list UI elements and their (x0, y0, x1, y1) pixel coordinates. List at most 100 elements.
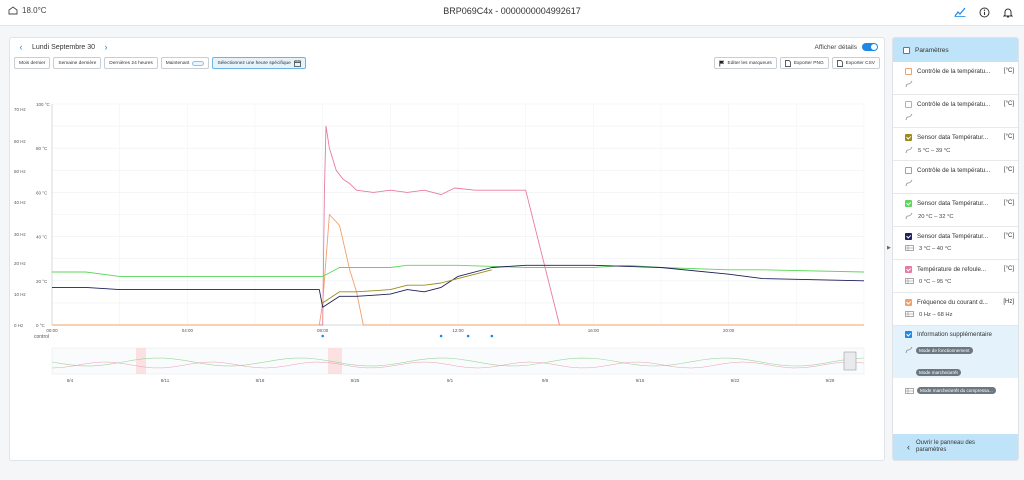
overview-series (51, 357, 865, 367)
chart-line-icon[interactable] (905, 341, 913, 359)
overview-tick-label: 9/1 (447, 378, 454, 383)
chart-line-icon[interactable] (905, 212, 913, 222)
series-line-0 (52, 125, 560, 326)
table-icon[interactable] (905, 311, 914, 319)
y-left-tick-label: 70 Hz (14, 107, 27, 112)
series-line-1 (52, 214, 864, 326)
y-right-tick-label: 0 °C (36, 323, 46, 328)
parameter-checkbox[interactable] (905, 200, 912, 207)
parameters-select-all-checkbox[interactable] (903, 46, 910, 54)
overview-tick-label: 9/22 (731, 378, 740, 383)
event-marker (439, 334, 443, 338)
parameter-checkbox[interactable] (905, 68, 912, 75)
now-toggle[interactable] (192, 60, 205, 66)
parameter-item[interactable]: Contrôle de la températu... [°C] (893, 62, 1018, 95)
x-tick-label: 16:00 (588, 328, 600, 333)
y-right-tick-label: 60 °C (36, 190, 48, 195)
last-week-button[interactable]: Semaine dernière (53, 57, 102, 69)
mode-pill[interactable]: Mode de fonctionnement (916, 346, 973, 354)
details-label: Afficher détails (814, 43, 857, 51)
export-png-button[interactable]: Exporter PNG (779, 57, 829, 69)
prev-day-button[interactable]: ‹ (19, 42, 23, 52)
overview-highlight (328, 348, 342, 374)
now-label: Maintenant (165, 60, 190, 66)
y-left-tick-label: 30 Hz (14, 232, 27, 237)
house-icon (8, 6, 18, 15)
file-icon (784, 59, 791, 67)
parameter-label: Contrôle de la températu... (917, 68, 991, 75)
details-toggle[interactable] (862, 43, 878, 51)
parameters-header[interactable]: Paramètres (893, 38, 1018, 62)
last-month-label: Mois dernier (19, 60, 46, 66)
calendar-icon (293, 59, 301, 67)
parameter-item[interactable]: Température de refoule... [°C] 0 °C ‒ 95… (893, 260, 1018, 293)
edit-markers-button[interactable]: Editer les marqueurs (713, 57, 777, 69)
y-left-tick-label: 20 Hz (14, 261, 27, 266)
parameter-checkbox[interactable] (905, 266, 912, 273)
table-icon[interactable] (905, 245, 914, 253)
page-title: BRP069C4x - 0000000004992617 (443, 6, 581, 16)
parameter-checkbox[interactable] (905, 101, 912, 108)
parameter-unit: [°C] (1003, 101, 1014, 107)
y-left-tick-label: 50 Hz (14, 169, 27, 174)
specific-time-label: Sélectionnez une heure spécifique (217, 60, 291, 66)
overview-tick-label: 8/11 (161, 378, 170, 383)
parameter-range: 0 °C ‒ 95 °C (919, 279, 952, 285)
parameter-unit: [°C] (1003, 134, 1014, 140)
overview-tick-label: 8/25 (351, 378, 360, 383)
chart-icon[interactable] (952, 4, 968, 20)
table-icon[interactable] (905, 381, 914, 399)
x-tick-label: 08:00 (317, 328, 329, 333)
table-icon[interactable] (905, 278, 914, 286)
info-icon[interactable] (976, 4, 992, 20)
parameter-checkbox[interactable] (905, 134, 912, 141)
parameter-checkbox[interactable] (905, 299, 912, 306)
x-tick-label: 20:00 (723, 328, 735, 333)
additional-info-checkbox[interactable] (905, 331, 912, 338)
mode-pill[interactable]: Mode marche/arrêt du compressa... (917, 386, 996, 394)
y-left-tick-label: 0 Hz (14, 323, 24, 328)
parameter-item[interactable]: Sensor data Températur... [°C] 5 °C ‒ 39… (893, 128, 1018, 161)
parameter-item[interactable]: Contrôle de la températu... [°C] (893, 95, 1018, 128)
x-tick-label: 12:00 (452, 328, 464, 333)
parameter-item[interactable]: Sensor data Températur... [°C] 3 °C ‒ 40… (893, 227, 1018, 260)
y-right-tick-label: 40 °C (36, 235, 48, 240)
mode-pill[interactable]: Mode marche/arrêt (916, 369, 961, 376)
y-left-tick-label: 40 Hz (14, 200, 27, 205)
next-day-button[interactable]: › (104, 42, 108, 52)
parameter-unit: [°C] (1003, 266, 1014, 272)
edit-markers-label: Editer les marqueurs (727, 60, 772, 66)
export-csv-button[interactable]: Exporter CSV (831, 57, 880, 69)
chart-line-icon[interactable] (905, 179, 913, 189)
collapse-panel-handle[interactable]: ▶ (887, 245, 891, 251)
overview-tick-label: 9/15 (636, 378, 645, 383)
parameter-item[interactable]: Contrôle de la températu... [°C] (893, 161, 1018, 194)
parameter-item[interactable]: Fréquence du courant d... [Hz] 0 Hz ‒ 68… (893, 293, 1018, 326)
bell-icon[interactable] (1000, 4, 1016, 20)
parameter-checkbox[interactable] (905, 167, 912, 174)
parameter-label: Fréquence du courant d... (917, 299, 988, 306)
parameter-item[interactable]: Sensor data Températur... [°C] 20 °C ‒ 3… (893, 194, 1018, 227)
parameter-unit: [°C] (1003, 68, 1014, 74)
top-bar: 18.0°C BRP069C4x - 0000000004992617 (0, 0, 1024, 26)
parameter-list: Contrôle de la températu... [°C] Contrôl… (893, 62, 1018, 394)
last-24h-button[interactable]: Dernières 24 heures (104, 57, 158, 69)
now-button[interactable]: Maintenant (160, 57, 210, 69)
last-month-button[interactable]: Mois dernier (14, 57, 51, 69)
parameter-checkbox[interactable] (905, 233, 912, 240)
chart-line-icon[interactable] (905, 113, 913, 123)
chart-line-icon[interactable] (905, 146, 913, 156)
flag-icon (718, 60, 724, 66)
specific-time-button[interactable]: Sélectionnez une heure spécifique (212, 57, 306, 69)
y-right-tick-label: 100 °C (36, 102, 51, 107)
current-date: Lundi Septembre 30 (32, 43, 96, 51)
overview-range-handle[interactable] (843, 351, 857, 371)
chart-line-icon[interactable] (905, 80, 913, 90)
parameter-unit: [°C] (1003, 200, 1014, 206)
overview-highlight (136, 348, 146, 374)
open-parameters-button[interactable]: ‹ Ouvrir le panneau des paramètres (893, 434, 1018, 460)
parameter-unit: [Hz] (1003, 299, 1014, 305)
y-right-tick-label: 80 °C (36, 146, 48, 151)
parameters-title: Paramètres (915, 46, 949, 54)
